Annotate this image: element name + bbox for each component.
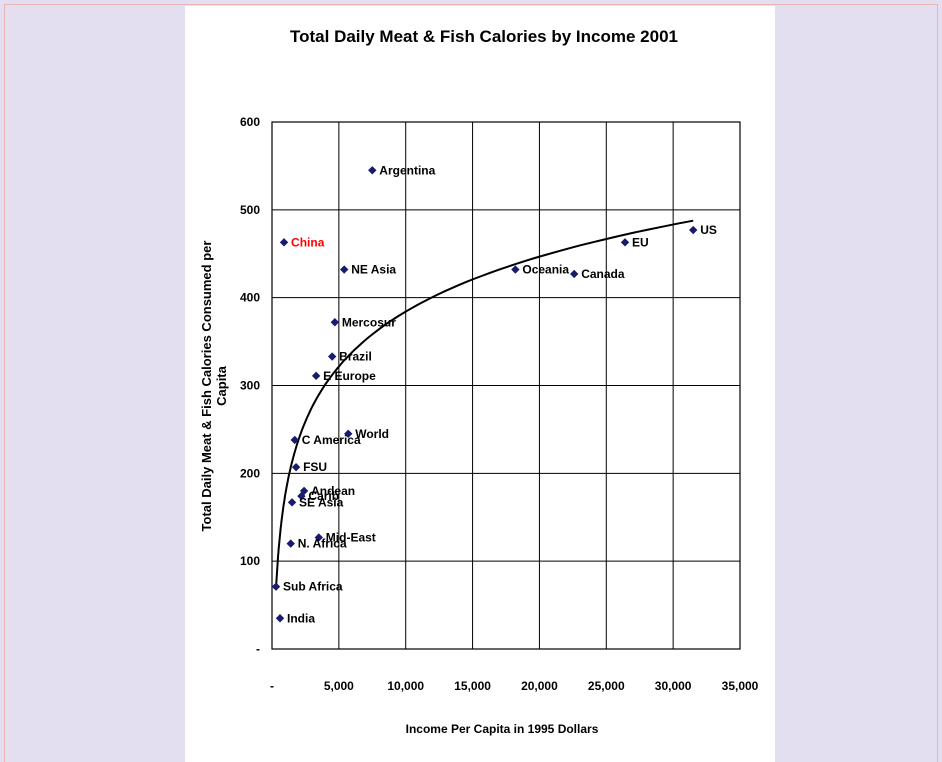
data-point [511, 265, 520, 274]
y-tick-label: - [256, 642, 260, 656]
y-tick-label: 500 [240, 203, 260, 217]
data-label: Andean [311, 484, 355, 498]
data-point [314, 533, 323, 542]
x-axis-label: Income Per Capita in 1995 Dollars [406, 722, 599, 736]
y-tick-label: 200 [240, 466, 260, 480]
data-point [311, 371, 321, 381]
y-tick-label: 600 [240, 115, 260, 129]
x-tick-label: 5,000 [324, 679, 354, 693]
x-axis-ticks: - 5,000 10,000 15,000 20,000 25,000 30,000 35,0… [270, 679, 759, 693]
data-point [286, 539, 295, 548]
data-points: US EU Canada Oceania Argentina China NE Asia Me… [271, 163, 717, 625]
y-axis-ticks: - 100 200 300 400 500 600 [240, 115, 260, 656]
y-tick-label: 300 [240, 379, 260, 393]
data-label: C America [302, 433, 361, 447]
data-label: Carib [308, 489, 339, 503]
data-label: China [291, 235, 325, 249]
data-point [569, 269, 579, 279]
data-point [327, 352, 337, 361]
data-label: World [355, 427, 389, 441]
data-label: EU [632, 235, 649, 249]
data-label: NE Asia [351, 263, 396, 277]
data-label: FSU [303, 460, 327, 474]
scatter-chart: Total Daily Meat & Fish Calories by Inco… [199, 27, 759, 736]
data-label: N. Africa [298, 537, 347, 551]
data-point [689, 225, 698, 235]
data-point [287, 498, 297, 507]
data-label: US [700, 223, 717, 237]
data-point [368, 166, 377, 175]
trend-layer [275, 219, 694, 590]
y-tick-label: 400 [240, 291, 260, 305]
data-point [279, 238, 289, 247]
trend-line [275, 219, 694, 590]
data-label: Brazil [339, 350, 372, 364]
data-point [275, 614, 285, 623]
x-tick-label: 15,000 [454, 679, 491, 693]
y-axis-label-line2: Capita [214, 365, 229, 406]
data-label: India [287, 611, 315, 625]
x-tick-label: 20,000 [521, 679, 558, 693]
data-point [340, 265, 349, 274]
data-point [271, 582, 281, 591]
data-label: Mid-East [326, 530, 376, 544]
x-tick-label: 25,000 [588, 679, 625, 693]
x-tick-label: - [270, 679, 274, 693]
x-tick-label: 30,000 [655, 679, 692, 693]
data-label: Sub Africa [283, 580, 343, 594]
data-point [330, 318, 340, 327]
y-axis-label-line1: Total Daily Meat & Fish Calories Consume… [199, 241, 214, 532]
data-label: Oceania [522, 263, 569, 277]
data-label: Argentina [379, 163, 435, 177]
x-tick-label: 35,000 [722, 679, 759, 693]
data-label: Mercosur [342, 315, 396, 329]
data-label: Canada [581, 267, 625, 281]
x-tick-label: 10,000 [387, 679, 424, 693]
chart-panel: Total Daily Meat & Fish Calories by Inco… [185, 6, 775, 762]
data-point [291, 462, 301, 472]
data-point [620, 238, 630, 247]
chart-title: Total Daily Meat & Fish Calories by Inco… [290, 27, 678, 46]
data-point [299, 486, 309, 496]
data-point [344, 429, 353, 439]
gridlines [271, 121, 741, 650]
data-point [297, 491, 306, 501]
y-tick-label: 100 [240, 554, 260, 568]
data-label: SE Asia [299, 495, 344, 509]
data-label: E Europe [323, 369, 376, 383]
data-point [290, 435, 299, 445]
